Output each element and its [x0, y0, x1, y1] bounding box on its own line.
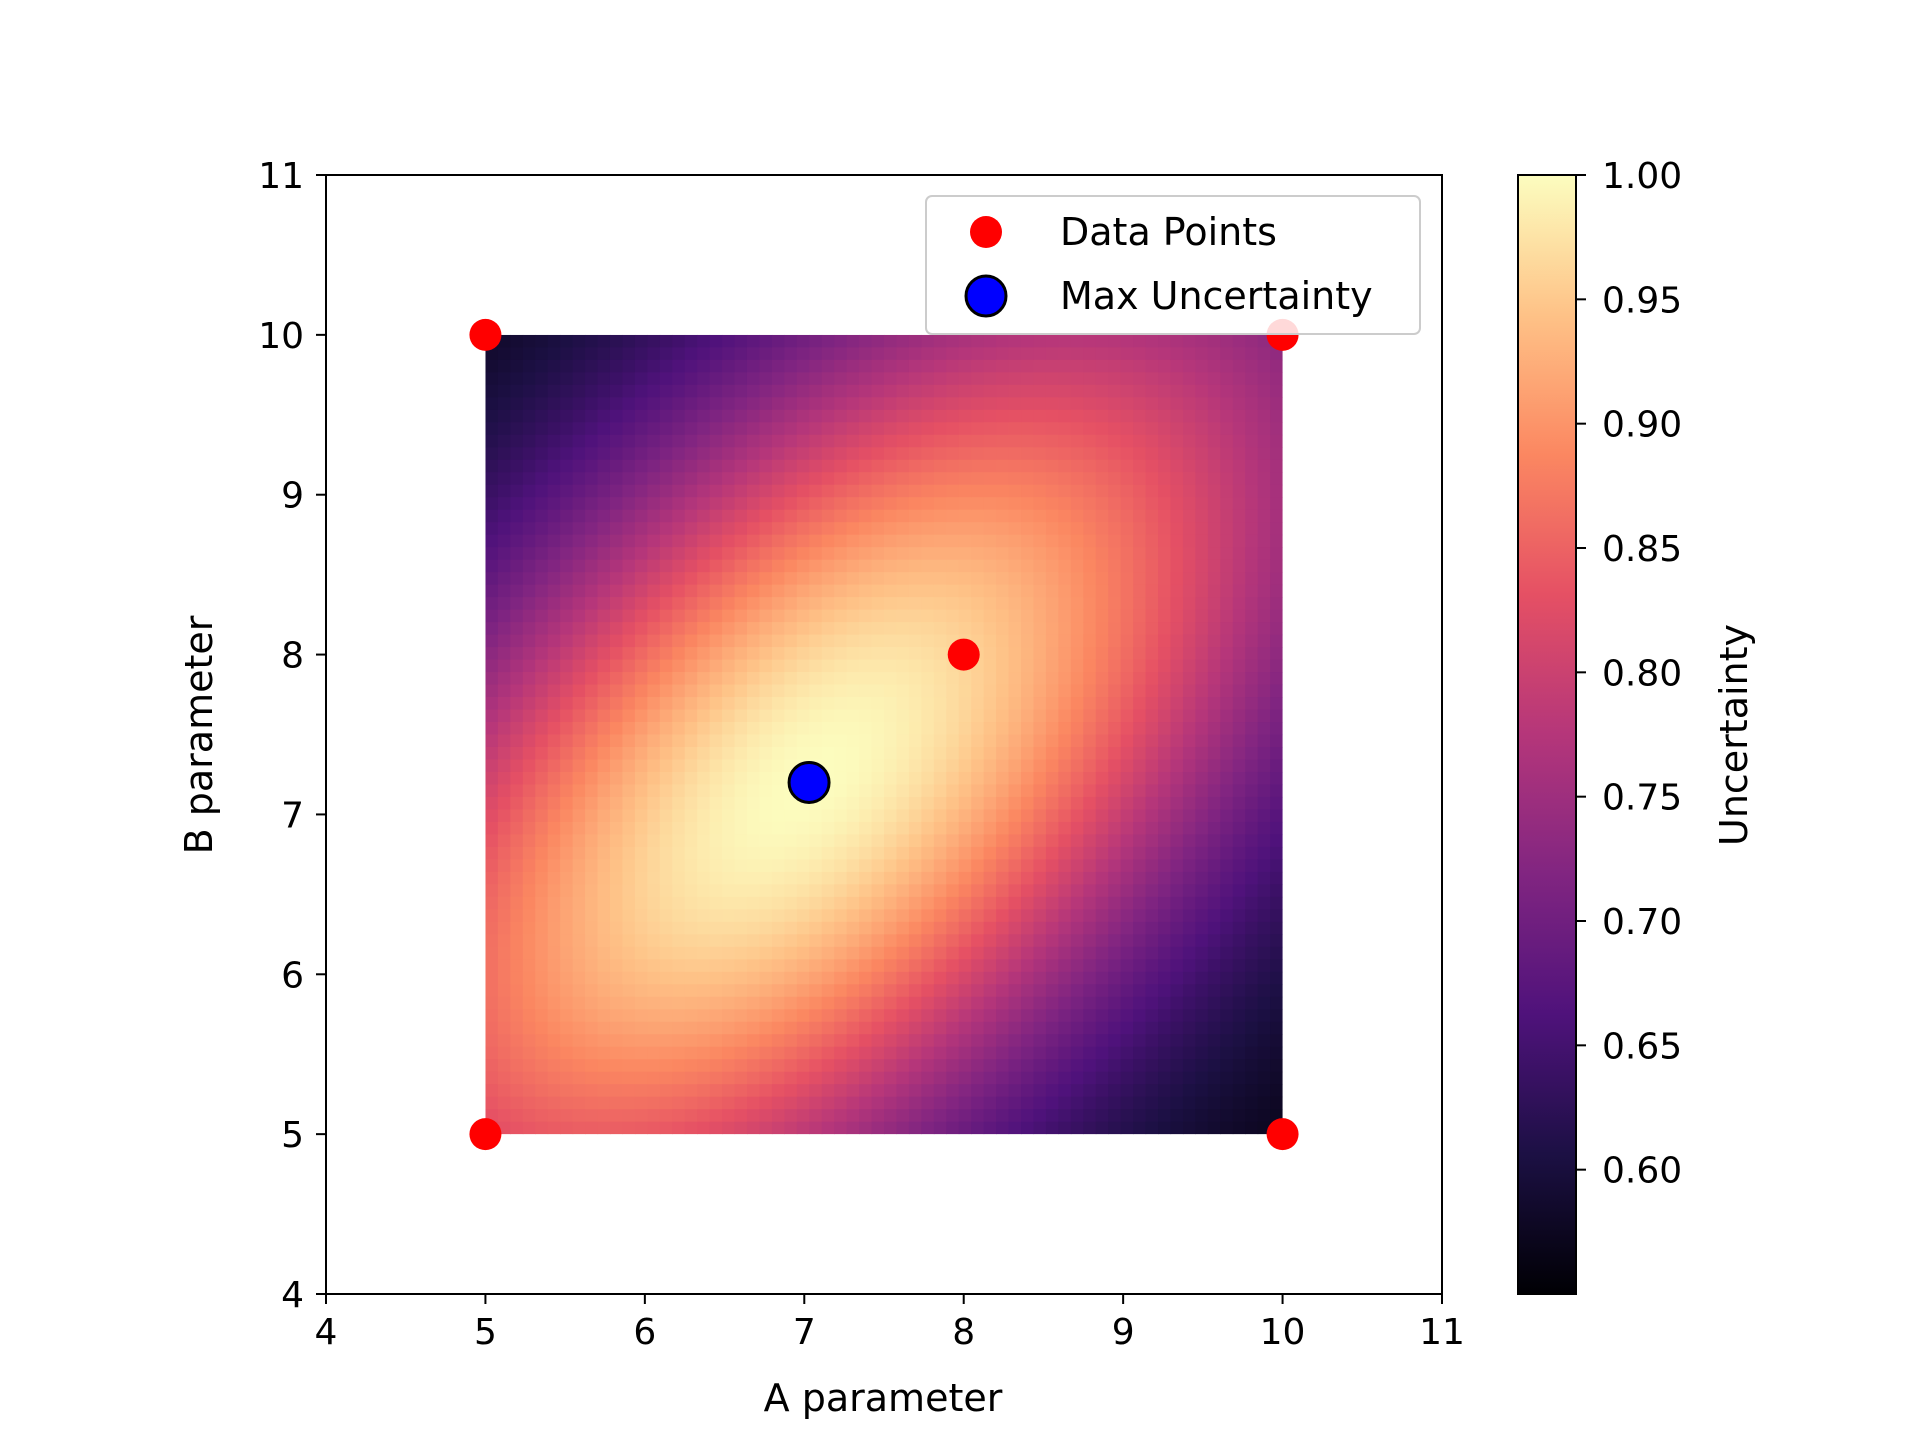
x-tick-label: 8 — [952, 1312, 975, 1353]
x-tick-label: 6 — [633, 1312, 656, 1353]
legend-marker-max-uncertainty — [964, 274, 1008, 318]
legend: Data Points Max Uncertainty — [925, 195, 1421, 335]
colorbar-tick-label: 1.00 — [1602, 156, 1682, 197]
y-tick-label: 10 — [258, 316, 304, 357]
colorbar-tick-label: 0.85 — [1602, 529, 1682, 570]
heatmap-cells — [485, 334, 1283, 1135]
legend-marker-data-points — [970, 216, 1002, 248]
axes-layer: 4 5 6 7 8 9 10 11 4 5 6 7 8 9 10 11 — [258, 156, 1465, 1353]
data-point — [469, 318, 502, 351]
data-point — [947, 638, 980, 671]
heatmap-layer — [485, 334, 1283, 1135]
y-tick-label: 8 — [281, 636, 304, 677]
legend-box — [925, 195, 1421, 335]
colorbar-tick-label: 0.65 — [1602, 1026, 1682, 1067]
data-point — [1266, 1118, 1299, 1151]
y-tick-label: 6 — [281, 955, 304, 996]
x-axis-label: A parameter — [764, 1376, 1003, 1420]
colorbar-tick-label: 0.75 — [1602, 778, 1682, 819]
colorbar-tick-label: 0.60 — [1602, 1151, 1682, 1192]
colorbar-tick-label: 0.90 — [1602, 405, 1682, 446]
x-tick-label: 11 — [1419, 1312, 1465, 1353]
y-tick-label: 7 — [281, 795, 304, 836]
y-tick-label: 11 — [258, 156, 304, 197]
y-tick-label: 4 — [281, 1275, 304, 1316]
x-tick-label: 7 — [793, 1312, 816, 1353]
legend-label: Data Points — [1060, 210, 1277, 254]
colorbar-tick-label: 0.80 — [1602, 653, 1682, 694]
colorbar: 0.60 0.65 0.70 0.75 0.80 0.85 0.90 0.95 1.00 — [1517, 156, 1682, 1295]
x-tick-label: 9 — [1112, 1312, 1135, 1353]
colorbar-tick-label: 0.70 — [1602, 902, 1682, 943]
legend-label: Max Uncertainty — [1060, 274, 1373, 318]
colorbar-tick-label: 0.95 — [1602, 280, 1682, 321]
y-axis-label: B parameter — [177, 615, 221, 854]
x-tick-label: 10 — [1260, 1312, 1306, 1353]
colorbar-gradient — [1517, 174, 1577, 1295]
y-tick-label: 5 — [281, 1115, 304, 1156]
data-point — [469, 1118, 502, 1151]
x-tick-label: 5 — [474, 1312, 497, 1353]
colorbar-label: Uncertainty — [1712, 624, 1756, 846]
plot-frame — [325, 174, 1443, 1295]
x-tick-label: 4 — [315, 1312, 338, 1353]
max-uncertainty-point — [787, 760, 831, 804]
y-tick-label: 9 — [281, 476, 304, 517]
